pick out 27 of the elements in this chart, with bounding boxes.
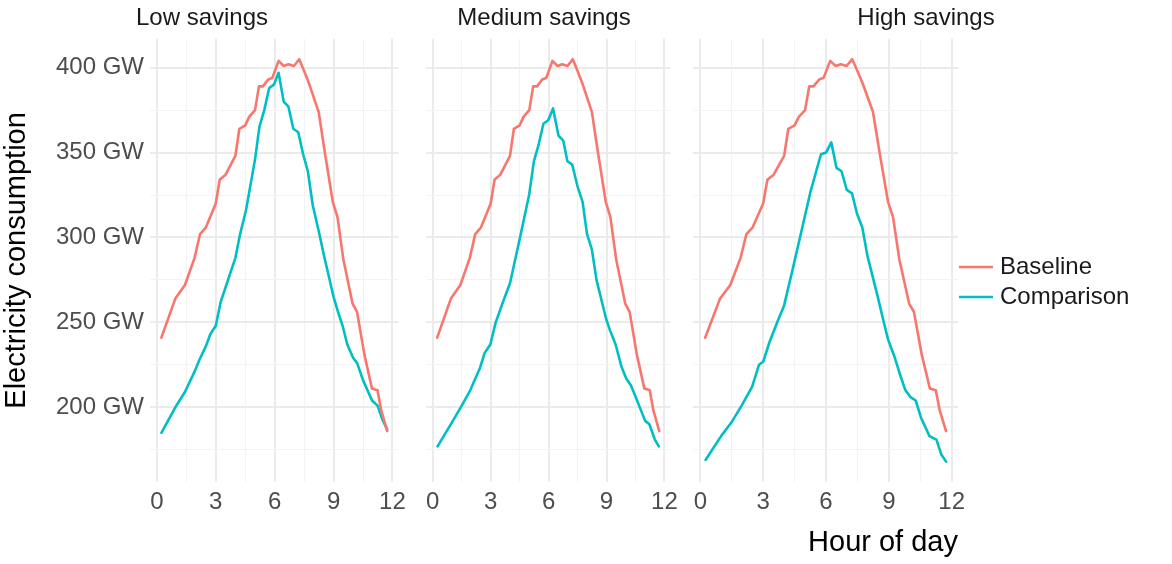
chart-title: Low savings (135, 3, 269, 31)
x-tick-label: 0 (693, 487, 708, 515)
y-tick-label: 400 GW (55, 52, 145, 80)
x-tick-label: 6 (267, 487, 282, 515)
y-tick-label: 250 GW (55, 307, 145, 335)
chart-title: High savings (857, 3, 995, 31)
x-tick-label: 12 (651, 487, 678, 515)
x-axis-title: Hour of day (808, 524, 959, 557)
x-tick-label: 3 (209, 487, 223, 515)
legend-label: Comparison (1000, 281, 1130, 309)
legend-label: Baseline (1000, 251, 1093, 279)
x-tick-label: 0 (150, 487, 164, 515)
x-tick-label: 6 (819, 487, 833, 515)
x-tick-label: 3 (756, 487, 770, 515)
y-tick-label: 350 GW (55, 137, 145, 165)
x-tick-label: 9 (882, 487, 896, 515)
y-axis-title: Electricity consumption (0, 112, 32, 409)
y-tick-label: 200 GW (55, 391, 145, 419)
x-tick-label: 9 (326, 487, 341, 515)
y-tick-label: 300 GW (55, 222, 145, 250)
x-tick-label: 6 (541, 487, 556, 515)
x-tick-label: 12 (379, 487, 406, 515)
x-tick-label: 0 (426, 487, 440, 515)
chart-title: Medium savings (457, 3, 631, 31)
x-tick-label: 3 (484, 487, 498, 515)
x-tick-label: 9 (599, 487, 614, 515)
x-tick-label: 12 (938, 487, 966, 515)
